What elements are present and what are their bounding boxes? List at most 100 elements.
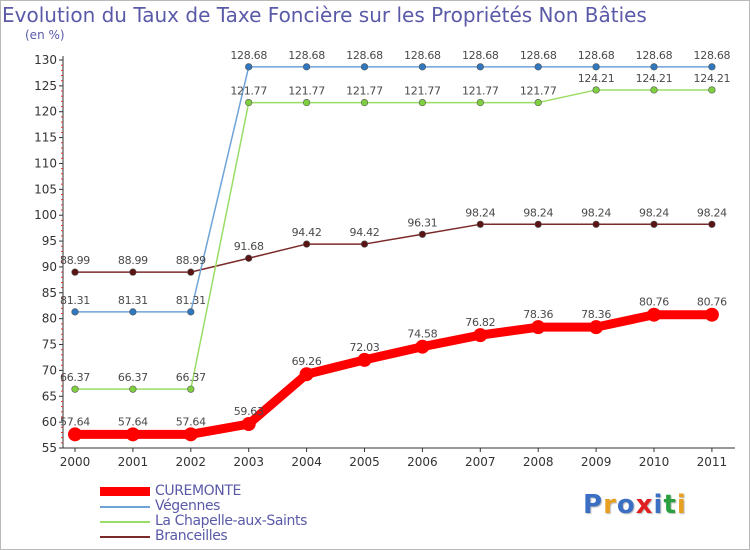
data-point [299, 367, 314, 382]
legend-swatch [100, 506, 150, 508]
data-point [187, 385, 195, 393]
data-point [360, 63, 369, 71]
data-point [360, 98, 369, 107]
legend-label: CUREMONTE [155, 483, 241, 499]
data-label: 124.21 [578, 72, 615, 85]
y-tick-label: 120 [34, 105, 57, 119]
data-label: 121.77 [404, 85, 441, 98]
data-point [303, 63, 311, 71]
x-tick-label: 2002 [176, 455, 207, 469]
data-label: 128.68 [230, 49, 267, 62]
data-label: 128.68 [404, 49, 441, 62]
y-tick-label: 100 [34, 208, 57, 222]
y-tick-label: 90 [42, 260, 57, 274]
data-point [589, 320, 604, 335]
data-point [245, 98, 253, 107]
data-label: 81.31 [118, 294, 148, 307]
data-point [71, 308, 79, 316]
proxiti-logo: Proxiti [583, 490, 687, 520]
data-point [476, 98, 484, 107]
logo-letter: P [583, 490, 604, 520]
data-label: 98.24 [697, 206, 727, 219]
data-label: 121.77 [462, 85, 499, 98]
data-point [71, 385, 79, 393]
x-tick-label: 2011 [697, 455, 728, 469]
data-label: 69.26 [292, 355, 322, 368]
data-label: 78.36 [523, 308, 553, 321]
data-point [187, 268, 195, 276]
data-label: 76.82 [465, 316, 495, 329]
series-points [68, 63, 719, 442]
x-tick-label: 2006 [407, 455, 438, 469]
data-point [129, 308, 137, 316]
data-label: 94.42 [350, 226, 380, 239]
data-point [357, 352, 372, 367]
data-point [187, 308, 195, 316]
data-point [415, 339, 430, 354]
data-label: 59.63 [234, 405, 264, 418]
x-tick-label: 2007 [465, 455, 496, 469]
data-point [708, 63, 716, 71]
series-lines [70, 66, 717, 439]
x-tick-label: 2000 [60, 455, 91, 469]
data-label: 66.37 [118, 371, 148, 384]
data-label: 80.76 [639, 296, 669, 309]
y-tick-label: 75 [42, 338, 57, 352]
data-point [534, 220, 542, 228]
data-point [476, 220, 484, 228]
data-label: 88.99 [60, 254, 90, 267]
data-label: 128.68 [346, 49, 383, 62]
data-point [531, 320, 546, 335]
data-label: 98.24 [523, 206, 553, 219]
data-label: 121.77 [288, 85, 325, 98]
data-label: 72.03 [350, 341, 380, 354]
data-label: 128.68 [578, 49, 615, 62]
logo-letter: x [635, 490, 654, 520]
y-tick-label: 95 [42, 234, 57, 248]
data-point [129, 385, 137, 393]
data-label: 128.68 [288, 49, 325, 62]
data-point [534, 63, 542, 71]
legend-label: Végennes [155, 498, 221, 514]
logo-letter: o [616, 490, 636, 520]
data-label: 121.77 [520, 85, 557, 98]
y-tick-label: 55 [42, 441, 57, 455]
y-tick-label: 85 [42, 286, 57, 300]
data-point [476, 63, 484, 71]
data-point [241, 417, 256, 432]
data-label: 128.68 [520, 49, 557, 62]
data-label: 128.68 [636, 49, 673, 62]
x-tick-label: 2008 [523, 455, 554, 469]
data-label: 66.37 [60, 371, 90, 384]
series-labels: 88.99 88.99 88.99 91.68 94.42 94.42 96.31 98.24… [60, 49, 731, 429]
data-label: 98.24 [581, 206, 611, 219]
data-label: 128.68 [694, 49, 731, 62]
legend-swatch [100, 536, 150, 538]
data-point [68, 427, 82, 442]
legend-swatch [100, 521, 150, 523]
series-line-0 [70, 310, 717, 439]
data-point [650, 63, 658, 71]
data-label: 66.37 [176, 371, 206, 384]
x-tick-label: 2004 [291, 455, 322, 469]
data-label: 94.42 [292, 226, 322, 239]
data-point [704, 307, 719, 322]
y-tick-label: 130 [34, 53, 57, 67]
legend-label: La Chapelle-aux-Saints [155, 513, 308, 529]
y-tick-label: 115 [34, 131, 57, 145]
x-tick-label: 2005 [349, 455, 380, 469]
x-tick-label: 2001 [118, 455, 149, 469]
data-point [360, 240, 369, 248]
data-label: 124.21 [694, 72, 731, 85]
logo-letter: r [603, 490, 617, 520]
data-label: 121.77 [230, 85, 267, 98]
y-tick-label: 110 [34, 156, 57, 170]
data-label: 128.68 [462, 49, 499, 62]
y-tick-label: 65 [42, 389, 57, 403]
data-label: 81.31 [176, 294, 206, 307]
data-label: 81.31 [60, 294, 90, 307]
data-label: 88.99 [176, 254, 206, 267]
data-point [647, 307, 661, 322]
chart-axes: 55 60 65 70 75 80 85 90 95 100 105 110 115 120 125 130 2… [34, 53, 735, 469]
data-label: 74.58 [407, 328, 437, 341]
